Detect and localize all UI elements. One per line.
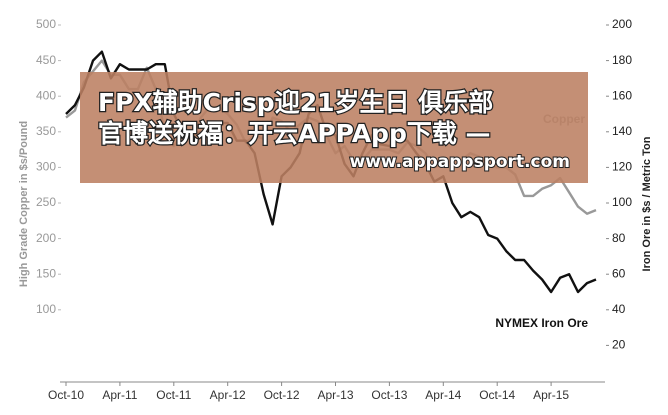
y-tick-label: 450 [36,53,56,67]
y2-tick-label: 60 [612,266,626,280]
y2-tick-label: 20 [612,338,626,352]
x-tick-label: Oct-14 [479,388,515,402]
y2-tick-label: 120 [612,160,632,174]
series-label: NYMEX Iron Ore [495,316,588,330]
banner-line1: FPX辅助Crisp迎21岁生日 俱乐部 [98,88,493,117]
banner-url: www.appappsport.com [349,152,570,172]
y-tick-label: 500 [36,17,56,31]
y2-tick-label: 100 [612,195,632,209]
y-tick-label: 100 [36,302,56,316]
x-tick-label: Oct-13 [371,388,407,402]
y2-tick-label: 80 [612,231,626,245]
x-tick-label: Oct-11 [156,388,191,402]
y2-tick-label: 180 [612,53,632,67]
y2-tick-label: 160 [612,88,632,102]
y-tick-label: 200 [36,231,56,245]
y-tick-label: 250 [36,195,56,209]
banner-line2: 官博送祝福：开云APPApp下载 — [98,119,491,148]
x-tick-label: Apr-13 [317,388,353,402]
x-tick-label: Oct-10 [48,388,84,402]
y2-tick-label: 40 [612,302,626,316]
y-tick-label: 400 [36,88,56,102]
y2-axis-label: Iron Ore in $s / Metric Ton [641,136,653,271]
y2-tick-label: 200 [612,17,632,31]
y-tick-label: 300 [36,160,56,174]
y-tick-label: 150 [36,266,56,280]
x-tick-label: Apr-12 [210,388,246,402]
x-tick-label: Oct-12 [264,388,300,402]
x-tick-label: Apr-14 [425,388,461,402]
y-tick-label: 350 [36,124,56,138]
x-tick-label: Apr-15 [533,388,569,402]
x-tick-label: Apr-11 [102,388,137,402]
banner [80,72,588,183]
y2-tick-label: 140 [612,124,632,138]
y-axis-label: High Grade Copper in $s/Pound [18,121,30,287]
